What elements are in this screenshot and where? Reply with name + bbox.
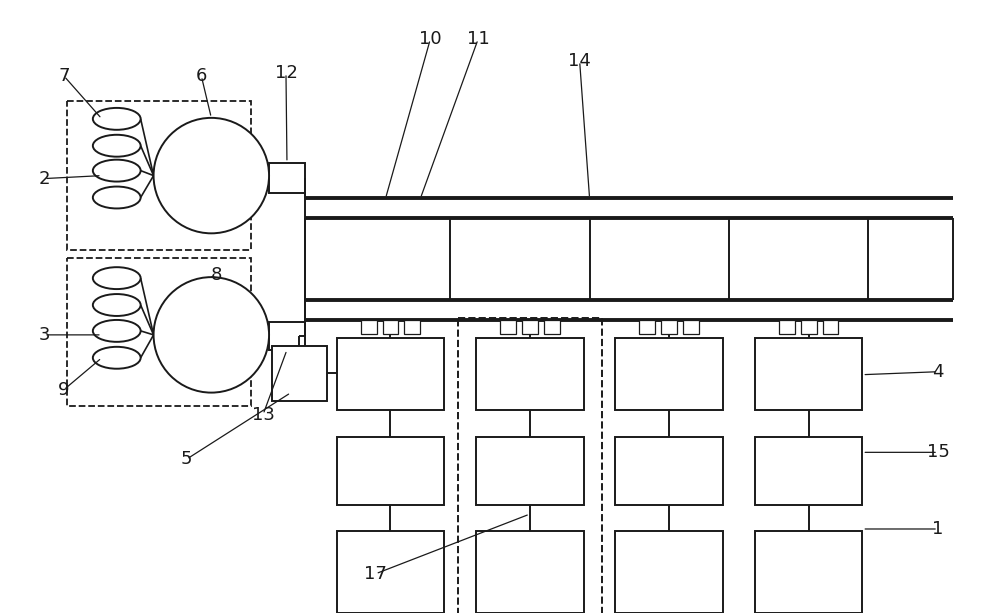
Bar: [755, 338, 862, 410]
Text: 11: 11: [467, 30, 489, 49]
Bar: [67, 101, 251, 251]
Bar: [544, 320, 560, 334]
Bar: [500, 320, 516, 334]
Bar: [458, 318, 602, 614]
Text: 15: 15: [927, 443, 949, 461]
Text: 1: 1: [932, 520, 944, 538]
Text: 12: 12: [275, 64, 297, 82]
Bar: [661, 320, 677, 334]
Bar: [337, 531, 444, 613]
Ellipse shape: [93, 160, 141, 182]
Text: 17: 17: [364, 565, 387, 583]
Text: 13: 13: [252, 405, 275, 424]
Bar: [476, 437, 584, 505]
Ellipse shape: [93, 135, 141, 157]
Ellipse shape: [93, 108, 141, 130]
Bar: [337, 437, 444, 505]
Bar: [269, 322, 305, 350]
Ellipse shape: [93, 294, 141, 316]
Bar: [615, 338, 723, 410]
Bar: [361, 320, 377, 334]
Bar: [755, 531, 862, 613]
Text: 5: 5: [181, 450, 192, 468]
Bar: [823, 320, 838, 334]
Text: 14: 14: [568, 52, 591, 70]
Ellipse shape: [93, 320, 141, 342]
Bar: [476, 531, 584, 613]
Bar: [272, 346, 327, 400]
Bar: [683, 320, 699, 334]
Bar: [615, 437, 723, 505]
Ellipse shape: [93, 187, 141, 208]
Text: 6: 6: [196, 67, 207, 85]
Circle shape: [154, 118, 269, 233]
Bar: [522, 320, 538, 334]
Circle shape: [154, 277, 269, 392]
Bar: [801, 320, 817, 334]
Bar: [67, 258, 251, 406]
Text: 9: 9: [58, 381, 70, 398]
Text: 4: 4: [932, 363, 944, 381]
Text: 8: 8: [211, 266, 222, 284]
Bar: [337, 338, 444, 410]
Bar: [615, 531, 723, 613]
Bar: [269, 163, 305, 193]
Ellipse shape: [93, 267, 141, 289]
Text: 2: 2: [38, 169, 50, 188]
Text: 10: 10: [419, 30, 442, 49]
Ellipse shape: [93, 347, 141, 369]
Bar: [755, 437, 862, 505]
Bar: [383, 320, 398, 334]
Text: 7: 7: [58, 67, 70, 85]
Bar: [779, 320, 795, 334]
Text: 3: 3: [38, 326, 50, 344]
Bar: [639, 320, 655, 334]
Bar: [476, 338, 584, 410]
Bar: [404, 320, 420, 334]
